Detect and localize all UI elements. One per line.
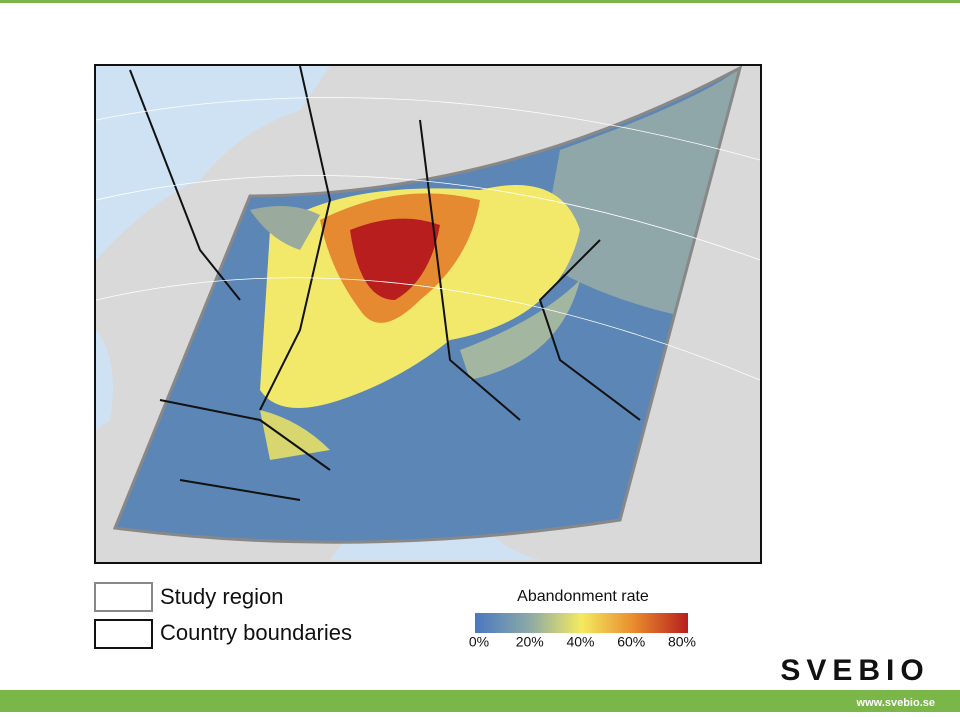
logo: SVEBIO	[780, 654, 929, 687]
colorbar	[475, 613, 688, 633]
colorbar-tick-label: 60%	[617, 634, 645, 650]
map	[96, 66, 760, 562]
legend-swatch	[94, 582, 153, 612]
top-bar	[0, 0, 960, 3]
bottom-bar	[0, 690, 960, 712]
map-frame	[94, 64, 762, 564]
legend-label: Study region	[160, 584, 284, 609]
footer-url: www.svebio.se	[856, 697, 935, 709]
colorbar-tick-label: 0%	[469, 634, 489, 650]
colorbar-tick-label: 80%	[668, 634, 696, 650]
colorbar-ticks: 0% 20% 40% 60% 80%	[469, 634, 696, 650]
colorbar-title: Abandonment rate	[517, 588, 649, 605]
colorbar-tick-label: 20%	[516, 634, 544, 650]
legend-label: Country boundaries	[160, 620, 352, 645]
colorbar-tick-label: 40%	[566, 634, 594, 650]
legend-swatch	[94, 619, 153, 649]
